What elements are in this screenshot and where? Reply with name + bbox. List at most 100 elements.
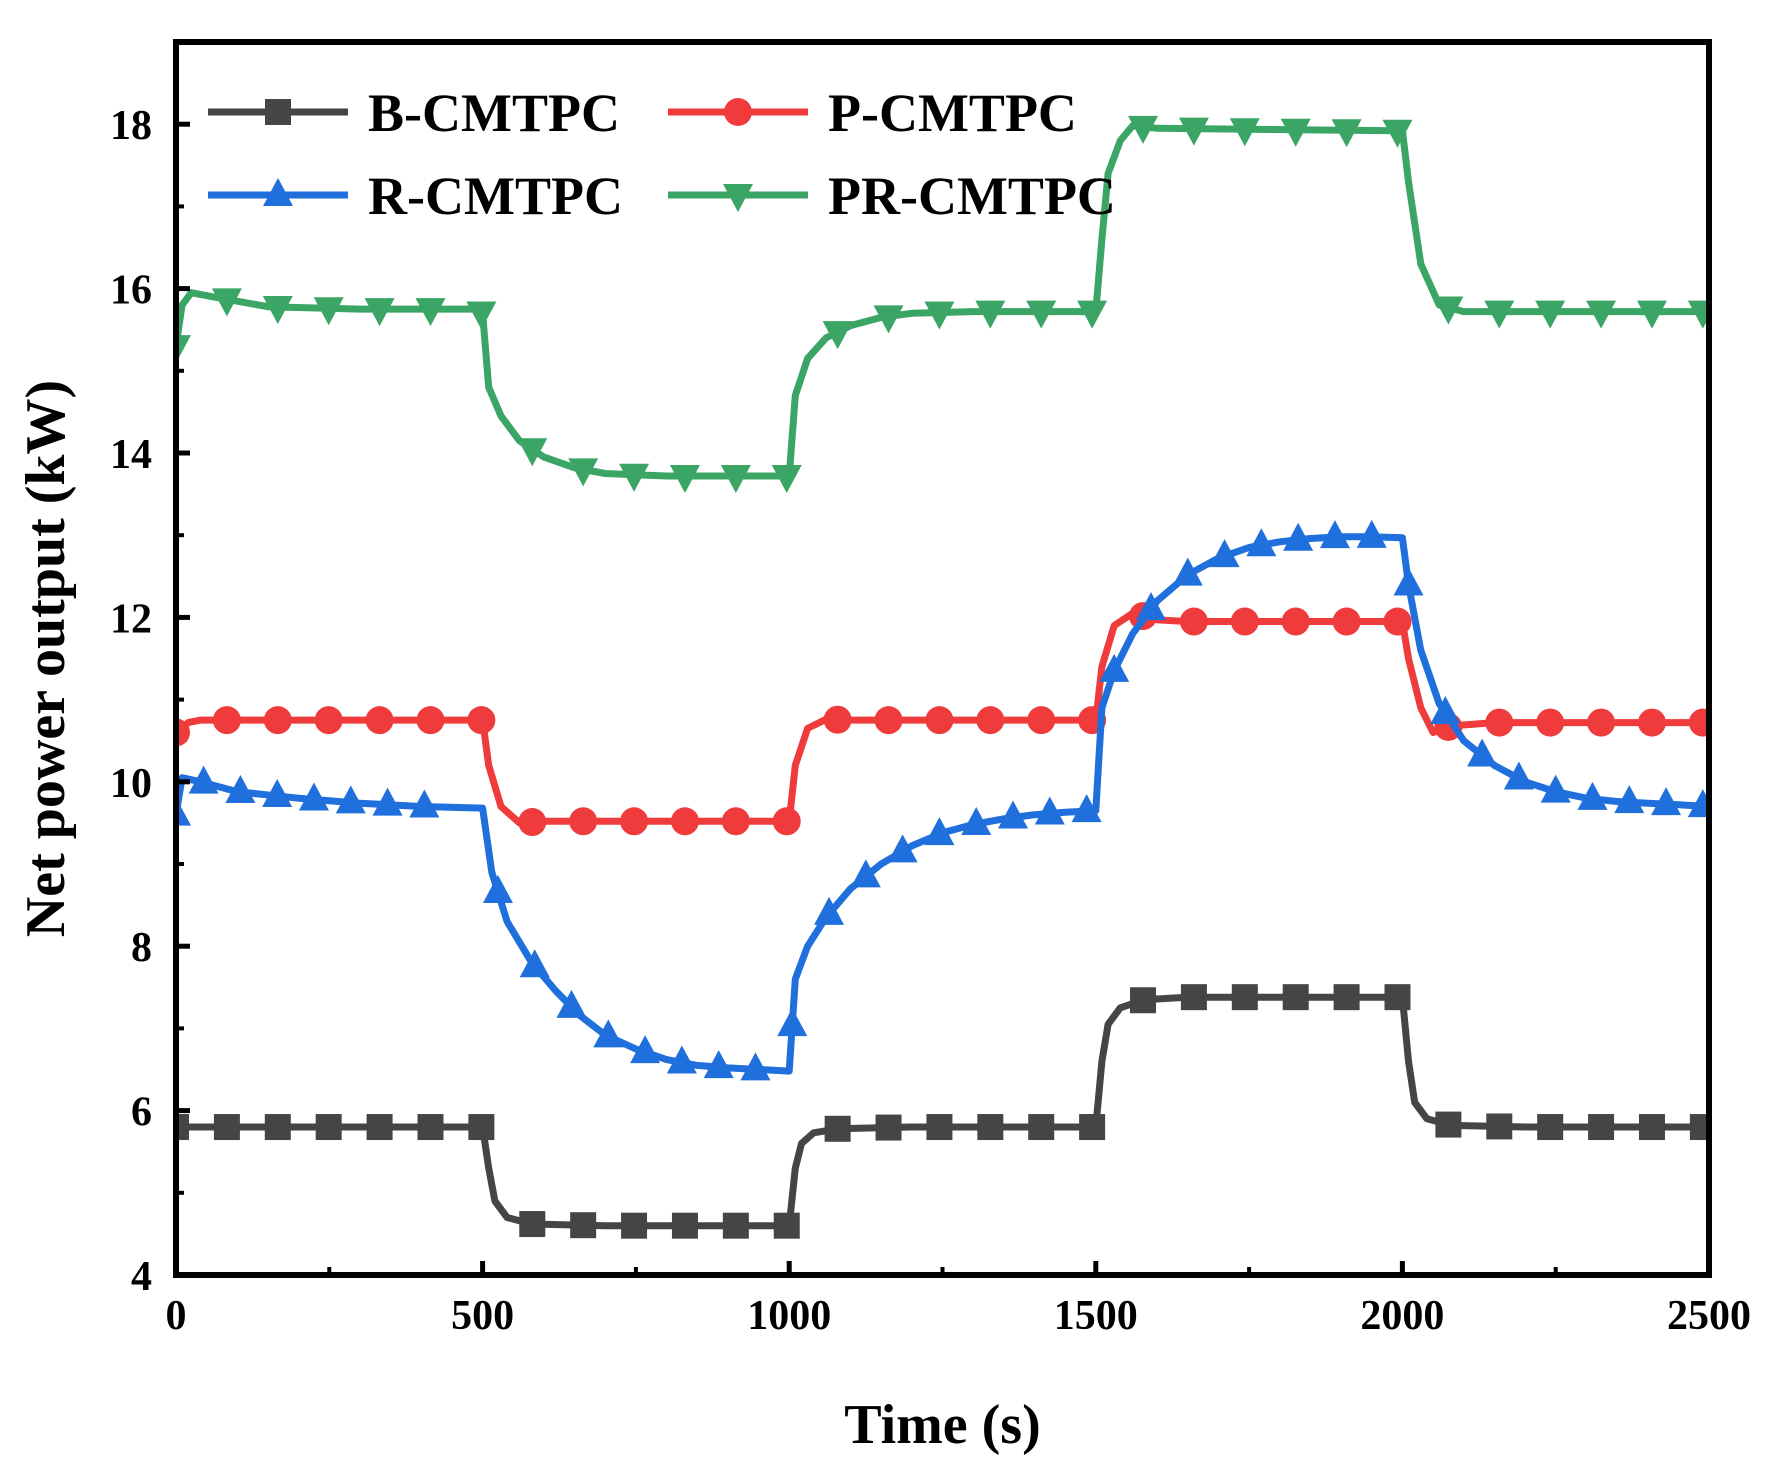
data-point [372, 787, 403, 816]
data-point [176, 1114, 189, 1141]
data-point [1180, 984, 1207, 1011]
legend: B-CMTPC P-CMTPC R-CMTPC PR-CMTPC [208, 83, 1116, 226]
data-point [1535, 300, 1566, 329]
legend-label: B-CMTPC [368, 83, 620, 143]
data-point [777, 1008, 808, 1037]
data-point [1587, 708, 1616, 737]
data-point [1282, 984, 1309, 1011]
x-tick-label: 500 [451, 1293, 514, 1339]
data-point [1430, 695, 1461, 724]
data-point [1688, 708, 1709, 737]
data-point [961, 806, 992, 835]
series-b-cmtpc [176, 984, 1709, 1239]
data-point [1333, 984, 1360, 1011]
data-point [977, 1114, 1004, 1141]
data-point [998, 800, 1029, 829]
ticks-layer: 0 500 1000 1500 2000 2500 4 6 8 10 12 14 16 18 [110, 103, 1751, 1339]
data-point [1537, 1114, 1564, 1141]
data-point [1130, 987, 1157, 1014]
legend-item-b-cmtpc: B-CMTPC [208, 83, 620, 143]
y-tick-label: 10 [110, 761, 152, 807]
data-point [1577, 781, 1608, 810]
data-point [1687, 300, 1709, 329]
data-point [315, 1114, 342, 1141]
data-point [703, 1050, 734, 1079]
series-line [176, 122, 1709, 480]
data-point [556, 989, 587, 1018]
data-point [1028, 1114, 1055, 1141]
data-point [975, 300, 1006, 329]
data-point [262, 295, 293, 324]
data-point [176, 718, 190, 747]
data-point [467, 706, 496, 735]
data-point [924, 301, 955, 330]
data-point [1486, 1113, 1513, 1140]
data-point [364, 298, 395, 327]
data-point [772, 807, 801, 836]
data-point [517, 438, 548, 467]
data-point [1071, 794, 1102, 823]
legend-marker [263, 178, 293, 206]
data-point [568, 458, 599, 487]
data-point [176, 335, 191, 364]
data-point [1651, 787, 1682, 816]
series-layer [176, 115, 1709, 1239]
data-point [1034, 796, 1065, 825]
y-tick-label: 8 [131, 925, 152, 971]
data-point [1586, 300, 1617, 329]
data-point [519, 1211, 546, 1238]
data-point [669, 465, 700, 494]
data-point [925, 706, 954, 735]
series-r-cmtpc [176, 519, 1709, 1081]
data-point [1135, 592, 1166, 621]
data-point [670, 807, 699, 836]
series-p-cmtpc [176, 602, 1709, 837]
legend-marker [724, 98, 752, 126]
data-point [823, 705, 852, 734]
data-point [619, 463, 650, 492]
data-point [1099, 653, 1130, 682]
data-point [468, 1114, 495, 1141]
data-point [519, 949, 550, 978]
x-tick-label: 0 [166, 1293, 187, 1339]
data-point [213, 1114, 240, 1141]
data-point [1332, 607, 1361, 636]
data-point [875, 1114, 902, 1141]
series-line [176, 533, 1709, 1075]
legend-label: PR-CMTPC [828, 166, 1116, 226]
data-point [1636, 300, 1667, 329]
x-tick-label: 1000 [747, 1293, 831, 1339]
legend-label: R-CMTPC [368, 166, 623, 226]
data-point [570, 1212, 597, 1239]
data-point [666, 1045, 697, 1074]
data-point [1540, 774, 1571, 803]
data-point [926, 1114, 953, 1141]
data-point [630, 1035, 661, 1064]
data-point [1614, 785, 1645, 814]
legend-label: P-CMTPC [828, 83, 1077, 143]
data-point [263, 706, 292, 735]
x-tick-label: 1500 [1054, 1293, 1138, 1339]
series-line [176, 993, 1709, 1230]
data-point [722, 1212, 749, 1239]
data-point [264, 1114, 291, 1141]
data-point [740, 1052, 771, 1081]
data-point [569, 807, 598, 836]
data-point [1229, 118, 1260, 147]
data-point [409, 789, 440, 818]
data-point [620, 807, 649, 836]
data-point [822, 321, 853, 350]
data-point [1283, 522, 1314, 551]
data-point [415, 298, 446, 327]
data-point [1178, 117, 1209, 146]
data-point [212, 706, 241, 735]
data-point [874, 706, 903, 735]
data-point [225, 774, 256, 803]
data-point [1079, 1114, 1106, 1141]
data-point [873, 305, 904, 334]
data-point [1637, 708, 1666, 737]
data-point [720, 465, 751, 494]
data-point [976, 706, 1005, 735]
data-point [1128, 115, 1159, 144]
